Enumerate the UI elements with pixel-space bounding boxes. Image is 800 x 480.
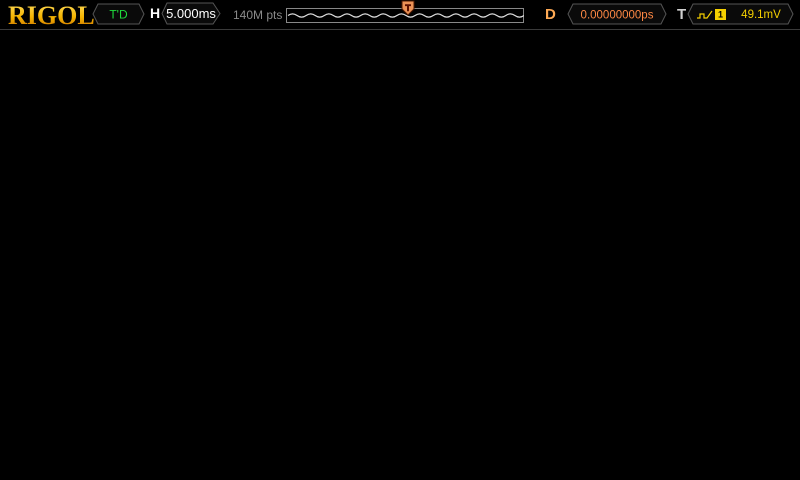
svg-text:5.000ms: 5.000ms: [166, 6, 216, 21]
svg-text:T'D: T'D: [109, 8, 128, 22]
svg-text:RIGOL: RIGOL: [8, 1, 95, 30]
svg-text:49.1mV: 49.1mV: [741, 9, 781, 21]
svg-text:1: 1: [718, 10, 723, 20]
svg-text:0.00000000ps: 0.00000000ps: [581, 10, 654, 22]
